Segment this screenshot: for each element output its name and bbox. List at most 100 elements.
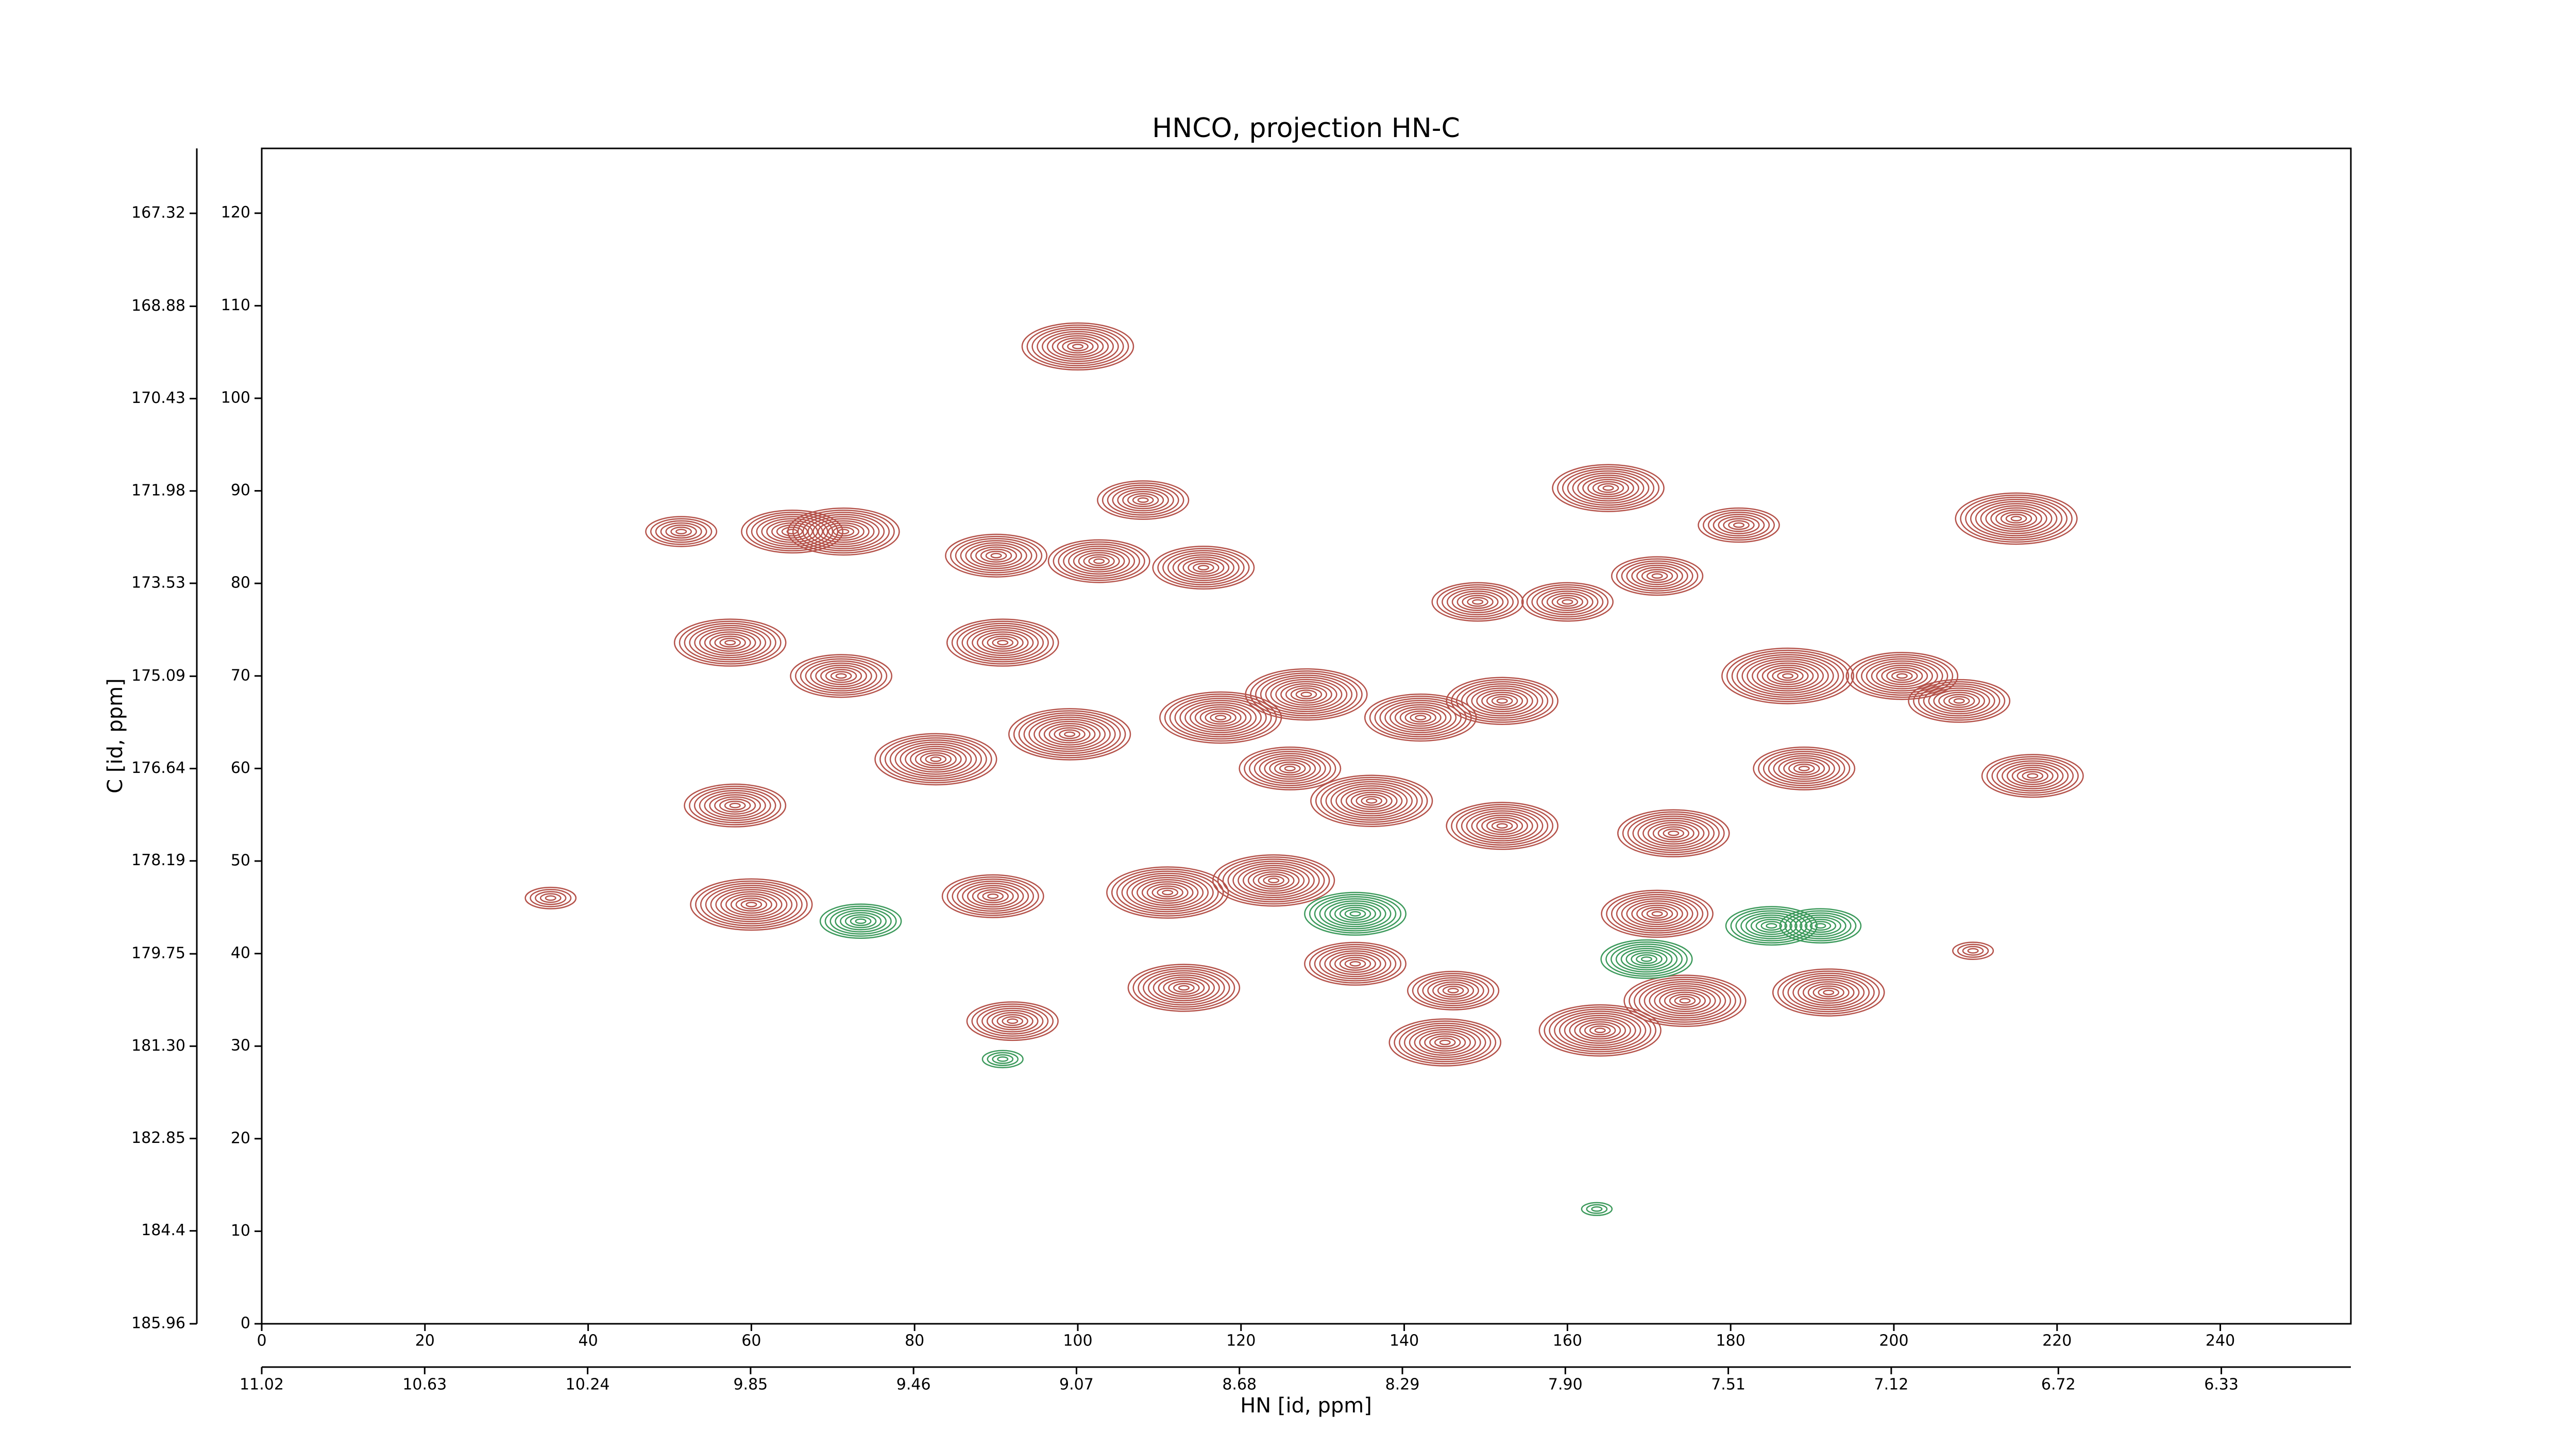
- contour-ring: [1928, 687, 1990, 715]
- contour-ring: [815, 664, 867, 687]
- contour-ring: [735, 897, 768, 912]
- contour-ring: [1439, 1039, 1451, 1046]
- y-tick-label: 90: [231, 481, 250, 499]
- contour-ring: [645, 516, 718, 547]
- contour-ring: [1923, 685, 1995, 717]
- contour-ring: [709, 633, 751, 652]
- y-tick-label: 50: [231, 851, 250, 869]
- contour-ring: [1779, 908, 1862, 943]
- contour-ring: [1990, 507, 2042, 530]
- contour-ring: [1943, 694, 1975, 708]
- contour-ring: [1698, 507, 1780, 543]
- contour-ring: [1725, 906, 1818, 946]
- contour-ring: [1172, 554, 1235, 581]
- contour-ring: [1324, 950, 1386, 978]
- contour-ring: [819, 903, 902, 939]
- contour-ring: [1787, 974, 1870, 1010]
- contour-ring: [800, 658, 883, 694]
- contour-ring: [1217, 856, 1330, 905]
- contour-ring: [1059, 729, 1081, 739]
- contour-ring: [957, 881, 1029, 912]
- x-tick-label: 160: [1553, 1332, 1582, 1350]
- x2-tick-label: 6.72: [2041, 1376, 2076, 1394]
- contour-ring: [1777, 671, 1799, 681]
- contour-ring: [1250, 670, 1363, 719]
- contour-ring: [1866, 660, 1938, 692]
- contour-ring: [673, 618, 787, 667]
- contour-ring: [1384, 702, 1457, 733]
- contour-ring: [1641, 906, 1673, 921]
- contour-ring: [1526, 584, 1609, 620]
- contour-ring: [1013, 710, 1126, 759]
- contour-ring: [1315, 777, 1428, 825]
- contour-ring: [1802, 981, 1855, 1004]
- x-tick-label: 100: [1063, 1332, 1092, 1350]
- contour-ring: [1021, 322, 1134, 371]
- contour-ring: [1891, 671, 1913, 681]
- contour-ring: [987, 893, 999, 899]
- contour-ring: [1549, 1008, 1652, 1053]
- contour-ring: [1446, 677, 1558, 725]
- contour-ring: [1106, 866, 1229, 919]
- contour-ring: [1807, 983, 1850, 1002]
- contour-ring: [1339, 956, 1371, 971]
- contour-ring: [914, 750, 957, 769]
- contour-ring: [1643, 983, 1726, 1019]
- contour-ring: [1260, 675, 1353, 715]
- contour-ring: [1193, 563, 1214, 573]
- contour-ring: [1657, 826, 1690, 840]
- x2-tick-label: 8.68: [1222, 1376, 1257, 1394]
- contour-ring: [946, 876, 1039, 916]
- contour-ring: [1112, 486, 1174, 514]
- contour-ring: [990, 552, 1002, 559]
- contour-ring: [730, 895, 772, 914]
- contour-ring: [1410, 713, 1432, 723]
- contour-ring: [985, 550, 1007, 561]
- contour-ring: [1970, 498, 2063, 538]
- contour-ring: [1491, 821, 1513, 831]
- contour-ring: [1132, 966, 1235, 1010]
- contour-ring: [1952, 941, 1994, 960]
- contour-ring: [1985, 505, 2047, 532]
- contour-ring: [1432, 981, 1475, 1000]
- contour-ring: [745, 512, 839, 551]
- x2-tick-label: 10.63: [402, 1376, 447, 1394]
- contour-ring: [1986, 756, 2079, 796]
- contour-ring: [719, 637, 741, 648]
- contour-ring: [1552, 464, 1665, 512]
- contour-ring: [1611, 556, 1704, 596]
- contour-ring: [1314, 896, 1397, 932]
- contour-ring: [1486, 694, 1518, 708]
- contour-ring: [1876, 664, 1928, 687]
- contour-ring: [1641, 569, 1673, 583]
- contour-ring: [1132, 495, 1154, 506]
- contour-ring: [986, 1009, 1039, 1033]
- contour-ring: [1948, 696, 1970, 706]
- contour-ring: [991, 1012, 1033, 1031]
- contour-ring: [781, 527, 803, 537]
- y2-tick-label: 167.32: [131, 204, 185, 222]
- contour-ring: [1174, 698, 1267, 738]
- y-tick-label: 40: [231, 944, 250, 962]
- contour-ring: [1758, 748, 1851, 788]
- contour-ring: [1447, 988, 1459, 993]
- contour-ring: [1541, 591, 1594, 613]
- contour-ring: [699, 629, 761, 656]
- contour-ring: [1957, 943, 1989, 958]
- y2-tick-label: 179.75: [131, 945, 185, 963]
- contour-ring: [1309, 894, 1402, 934]
- y2-tick-label: 173.53: [131, 574, 185, 592]
- contour-ring: [1594, 1027, 1606, 1034]
- contour-ring: [1579, 1021, 1621, 1040]
- contour-ring: [1750, 916, 1792, 935]
- contour-ring: [1275, 681, 1337, 708]
- contour-ring: [976, 631, 1029, 654]
- contour-ring: [1762, 751, 1845, 786]
- contour-ring: [1057, 337, 1099, 356]
- contour-ring: [879, 735, 992, 784]
- contour-ring: [824, 905, 897, 937]
- contour-ring: [1462, 595, 1494, 609]
- contour-ring: [1162, 550, 1245, 585]
- contour-ring: [1399, 1022, 1492, 1063]
- contour-ring: [1996, 760, 2069, 791]
